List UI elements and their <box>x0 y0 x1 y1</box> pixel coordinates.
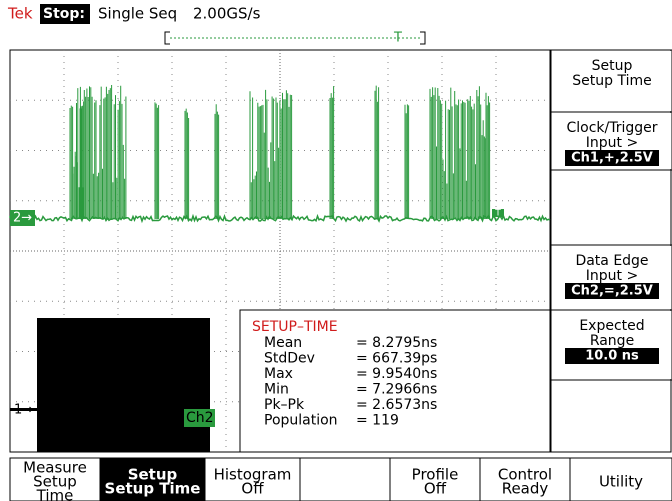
button-value: Ch2,=,2.5V <box>571 284 653 299</box>
measurement-value: = 119 <box>356 413 399 429</box>
measurement-value: = 9.9540ns <box>356 366 437 382</box>
brand: Tek <box>7 5 33 23</box>
bottom-menu-button[interactable] <box>300 458 390 501</box>
mode: Single Seq <box>98 5 177 23</box>
measurement-label: Max <box>264 366 293 382</box>
button-value: 10.0 ns <box>585 349 639 364</box>
status: Stop: <box>43 6 85 22</box>
measurement-label: Mean <box>264 335 302 351</box>
bottom-menu-button[interactable]: Utility <box>570 458 672 501</box>
ch2-marker: 2→ <box>13 211 32 226</box>
measurement-value: = 2.6573ns <box>356 397 437 413</box>
measurement-title: SETUP–TIME <box>252 319 338 335</box>
button-label: Clock/Trigger <box>566 120 657 136</box>
button-label: Time <box>36 487 74 501</box>
trigger-marker: T <box>393 31 402 46</box>
trigger-flag: T <box>494 209 501 219</box>
measurement-label: Population <box>264 413 338 429</box>
measurement-label: Min <box>264 382 289 398</box>
button-area[interactable] <box>300 458 390 501</box>
button-label: Input > <box>586 135 638 151</box>
button-label: Utility <box>599 473 643 491</box>
button-label: Data Edge <box>575 253 648 269</box>
button-label: Setup <box>592 58 633 74</box>
scope-screen: Tek Stop: Single Seq 2.00GS/s T 1→ 2→ Ch… <box>0 0 672 501</box>
button-label: Off <box>241 480 264 498</box>
button-label: Range <box>590 333 634 349</box>
button-label: Setup Time <box>572 73 651 89</box>
button-label: Off <box>424 480 447 498</box>
measurement-label: StdDev <box>264 351 315 367</box>
button-label: Setup Time <box>105 480 201 498</box>
channel-1-trace <box>37 318 210 452</box>
measurement-value: = 7.2966ns <box>356 382 437 398</box>
sample-rate: 2.00GS/s <box>193 5 261 23</box>
button-value: Ch1,+,2.5V <box>571 151 653 166</box>
measurement-label: Pk–Pk <box>264 397 305 413</box>
measurement-value: = 8.2795ns <box>356 335 437 351</box>
ch2-label: Ch2 <box>186 410 214 426</box>
channel-2-trace <box>10 85 550 221</box>
button-label: Ready <box>502 480 549 498</box>
measurement-value: = 667.39ps <box>356 351 437 367</box>
button-label: Input > <box>586 268 638 284</box>
ch1-marker: 1→ <box>14 403 33 418</box>
button-label: Expected <box>579 318 644 334</box>
